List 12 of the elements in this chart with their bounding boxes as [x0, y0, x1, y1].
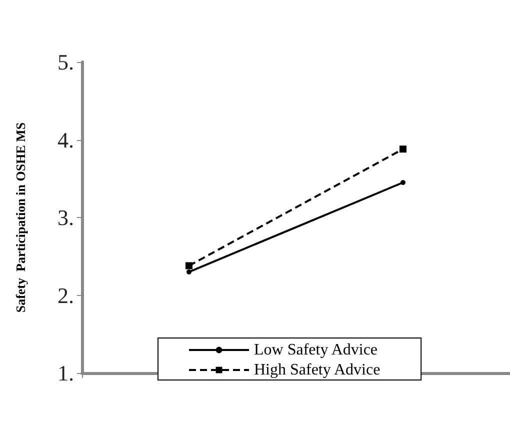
- point: [186, 269, 192, 274]
- y-tick-label: 5.: [58, 50, 74, 74]
- legend-label: High Safety Advice: [254, 362, 380, 378]
- point: [186, 262, 192, 270]
- y-tick-label: 4.: [58, 127, 74, 152]
- y-tick-label: 1.: [58, 360, 74, 386]
- y-axis-title: Safety Participation in OSHE MS: [13, 122, 28, 313]
- legend-label: Low Safety Advice: [254, 342, 378, 358]
- point: [400, 180, 406, 186]
- y-tick-label: 2.: [58, 282, 74, 308]
- y-tick-label: 3.: [58, 205, 74, 230]
- point: [400, 146, 406, 153]
